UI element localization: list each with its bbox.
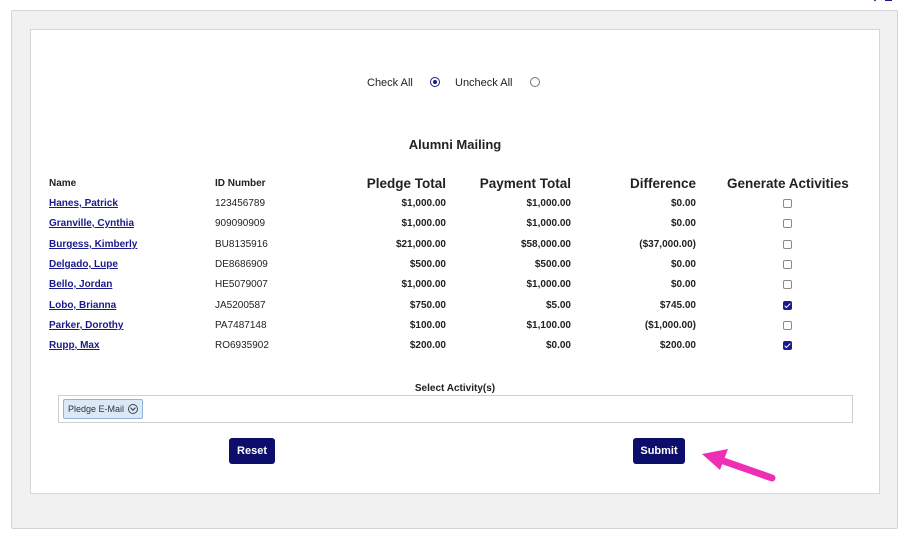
row-name-link[interactable]: Delgado, Lupe <box>49 259 118 270</box>
row-generate-checkbox[interactable] <box>783 219 792 228</box>
row-payment-total: $5.00 <box>545 300 571 311</box>
row-name-link[interactable]: Bello, Jordan <box>49 279 113 290</box>
row-generate-checkbox[interactable] <box>783 321 792 330</box>
row-pledge-total: $100.00 <box>409 320 446 331</box>
row-pledge-total: $500.00 <box>409 259 446 270</box>
row-payment-total: $1,000.00 <box>526 279 572 290</box>
row-payment-total: $1,000.00 <box>526 198 572 209</box>
row-difference: $0.00 <box>670 218 696 229</box>
row-generate-checkbox[interactable] <box>783 280 792 289</box>
row-id-number: BU8135916 <box>215 239 268 250</box>
select-activity-label: Select Activity(s) <box>414 383 496 394</box>
check-all-radio[interactable] <box>430 77 440 87</box>
row-difference: $0.00 <box>670 198 696 209</box>
row-payment-total: $1,000.00 <box>526 218 572 229</box>
row-name-link[interactable]: Rupp, Max <box>49 340 100 351</box>
row-generate-checkbox[interactable] <box>783 341 792 350</box>
reset-button[interactable]: Reset <box>229 438 275 464</box>
row-generate-checkbox[interactable] <box>783 260 792 269</box>
row-name-link[interactable]: Parker, Dorothy <box>49 320 124 331</box>
row-payment-total: $500.00 <box>534 259 571 270</box>
header-name: Name <box>49 178 77 189</box>
header-generate-activities: Generate Activities <box>727 176 849 191</box>
corner-icon[interactable] <box>868 0 894 4</box>
header-pledge-total: Pledge Total <box>366 176 446 191</box>
row-payment-total: $58,000.00 <box>520 239 571 250</box>
row-generate-checkbox[interactable] <box>783 301 792 310</box>
header-id-number: ID Number <box>215 178 266 189</box>
row-generate-checkbox[interactable] <box>783 199 792 208</box>
row-pledge-total: $200.00 <box>409 340 446 351</box>
activity-chip[interactable]: Pledge E-Mail <box>63 399 144 419</box>
row-id-number: PA7487148 <box>215 320 267 331</box>
form-panel <box>30 29 880 494</box>
activity-select[interactable]: Pledge E-Mail <box>58 395 853 423</box>
row-id-number: JA5200587 <box>215 300 266 311</box>
row-payment-total: $1,100.00 <box>526 320 572 331</box>
row-name-link[interactable]: Lobo, Brianna <box>49 300 117 311</box>
row-id-number: 123456789 <box>215 198 266 209</box>
uncheck-all-label: Uncheck All <box>455 77 513 89</box>
row-id-number: DE8686909 <box>215 259 268 270</box>
row-pledge-total: $1,000.00 <box>401 218 447 229</box>
uncheck-all-radio[interactable] <box>530 77 540 87</box>
row-pledge-total: $1,000.00 <box>401 279 447 290</box>
row-difference: ($37,000.00) <box>639 239 696 250</box>
row-payment-total: $0.00 <box>545 340 571 351</box>
check-all-label: Check All <box>367 77 413 89</box>
row-pledge-total: $21,000.00 <box>395 239 446 250</box>
row-generate-checkbox[interactable] <box>783 240 792 249</box>
row-name-link[interactable]: Burgess, Kimberly <box>49 239 138 250</box>
row-pledge-total: $1,000.00 <box>401 198 447 209</box>
row-difference: ($1,000.00) <box>644 320 696 331</box>
row-difference: $200.00 <box>659 340 696 351</box>
row-id-number: 909090909 <box>215 218 266 229</box>
header-payment-total: Payment Total <box>479 176 571 191</box>
chip-remove-icon[interactable] <box>128 404 139 414</box>
header-difference: Difference <box>629 176 696 191</box>
annotation-arrow-icon <box>702 449 776 482</box>
row-difference: $0.00 <box>670 259 696 270</box>
check-toggle-row: Check All Uncheck All <box>0 75 906 91</box>
row-name-link[interactable]: Granville, Cynthia <box>49 218 135 229</box>
form-title: Alumni Mailing <box>408 137 502 152</box>
row-difference: $0.00 <box>670 279 696 290</box>
activity-chip-label: Pledge E-Mail <box>68 404 125 414</box>
submit-button[interactable]: Submit <box>633 438 685 464</box>
row-id-number: RO6935902 <box>215 340 269 351</box>
row-id-number: HE5079007 <box>215 279 268 290</box>
row-difference: $745.00 <box>659 300 696 311</box>
row-pledge-total: $750.00 <box>409 300 446 311</box>
row-name-link[interactable]: Hanes, Patrick <box>49 198 118 209</box>
